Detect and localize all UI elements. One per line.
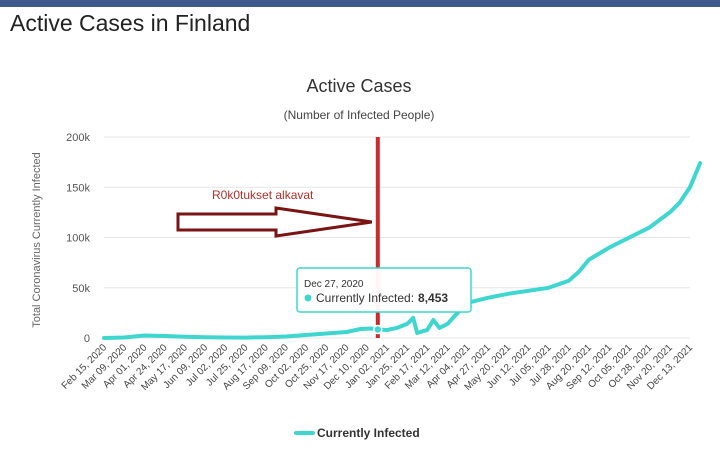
tooltip-series-label: Currently Infected: xyxy=(316,291,414,305)
legend-series-label[interactable]: Currently Infected xyxy=(317,426,420,440)
tooltip-point-marker xyxy=(373,324,383,335)
tooltip-date: Dec 27, 2020 xyxy=(304,279,364,290)
y-tick-label: 50k xyxy=(72,283,90,295)
tooltip-series-dot xyxy=(304,294,312,302)
y-axis-label: Total Coronavirus Currently Infected xyxy=(31,152,43,327)
tooltip-value: 8,453 xyxy=(418,291,448,305)
gridlines xyxy=(104,136,690,339)
y-tick-label: 150k xyxy=(66,182,90,194)
series-layer xyxy=(102,161,703,340)
y-tick-label: 200k xyxy=(66,132,90,144)
y-tick-label: 0 xyxy=(84,333,90,345)
window-top-bar xyxy=(0,0,720,7)
annotation-arrow xyxy=(176,206,373,238)
y-tick-label: 100k xyxy=(66,233,90,245)
legend[interactable]: Currently Infected xyxy=(294,426,420,440)
series-line-currently-infected[interactable] xyxy=(102,161,703,340)
y-axis-ticks: 0 50k 100k 150k 200k xyxy=(66,132,90,345)
tooltip: Dec 27, 2020 Currently Infected: 8,453 xyxy=(296,267,472,335)
page-title: Active Cases in Finland xyxy=(10,10,251,36)
chart-subtitle: (Number of Infected People) xyxy=(284,108,435,122)
annotation-arrow-text: R0k0tukset alkavat xyxy=(212,188,314,202)
tooltip-label: Currently Infected: 8,453 xyxy=(316,291,448,305)
tooltip-box xyxy=(296,267,472,313)
chart-title: Active Cases xyxy=(306,76,411,96)
